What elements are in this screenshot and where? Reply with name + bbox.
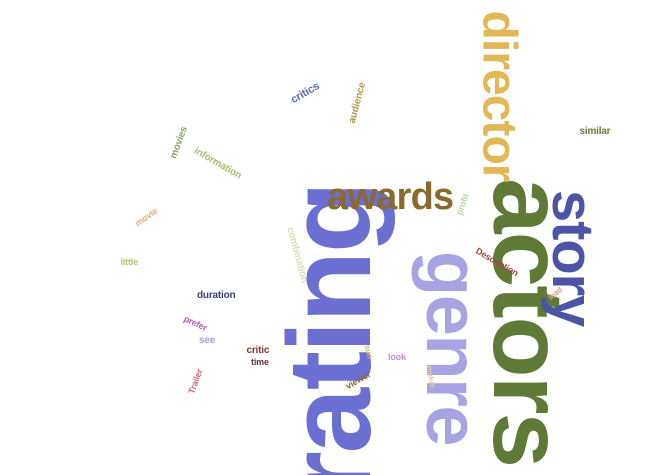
word-movies: movies	[167, 125, 190, 161]
word-duration: duration	[197, 290, 236, 301]
word-similar: similar	[579, 126, 611, 137]
word-time: time	[251, 356, 269, 367]
word-trailer: Trailer	[186, 367, 205, 395]
word-genre: genre	[411, 251, 494, 446]
word-little: little	[120, 256, 139, 267]
word-look: look	[388, 351, 406, 362]
word-director: director	[472, 10, 525, 182]
word-awards: awards	[327, 176, 454, 218]
word-prefer: prefer	[182, 312, 209, 333]
word-see: see	[199, 335, 216, 346]
word-audience: audience	[346, 81, 369, 125]
word-critics: critics	[288, 79, 322, 106]
word-movie: movie	[132, 205, 159, 228]
word-profit: profit	[454, 191, 471, 216]
word-critic: critic	[246, 345, 270, 356]
word-story: story	[540, 190, 605, 327]
word-information: information	[191, 145, 243, 182]
